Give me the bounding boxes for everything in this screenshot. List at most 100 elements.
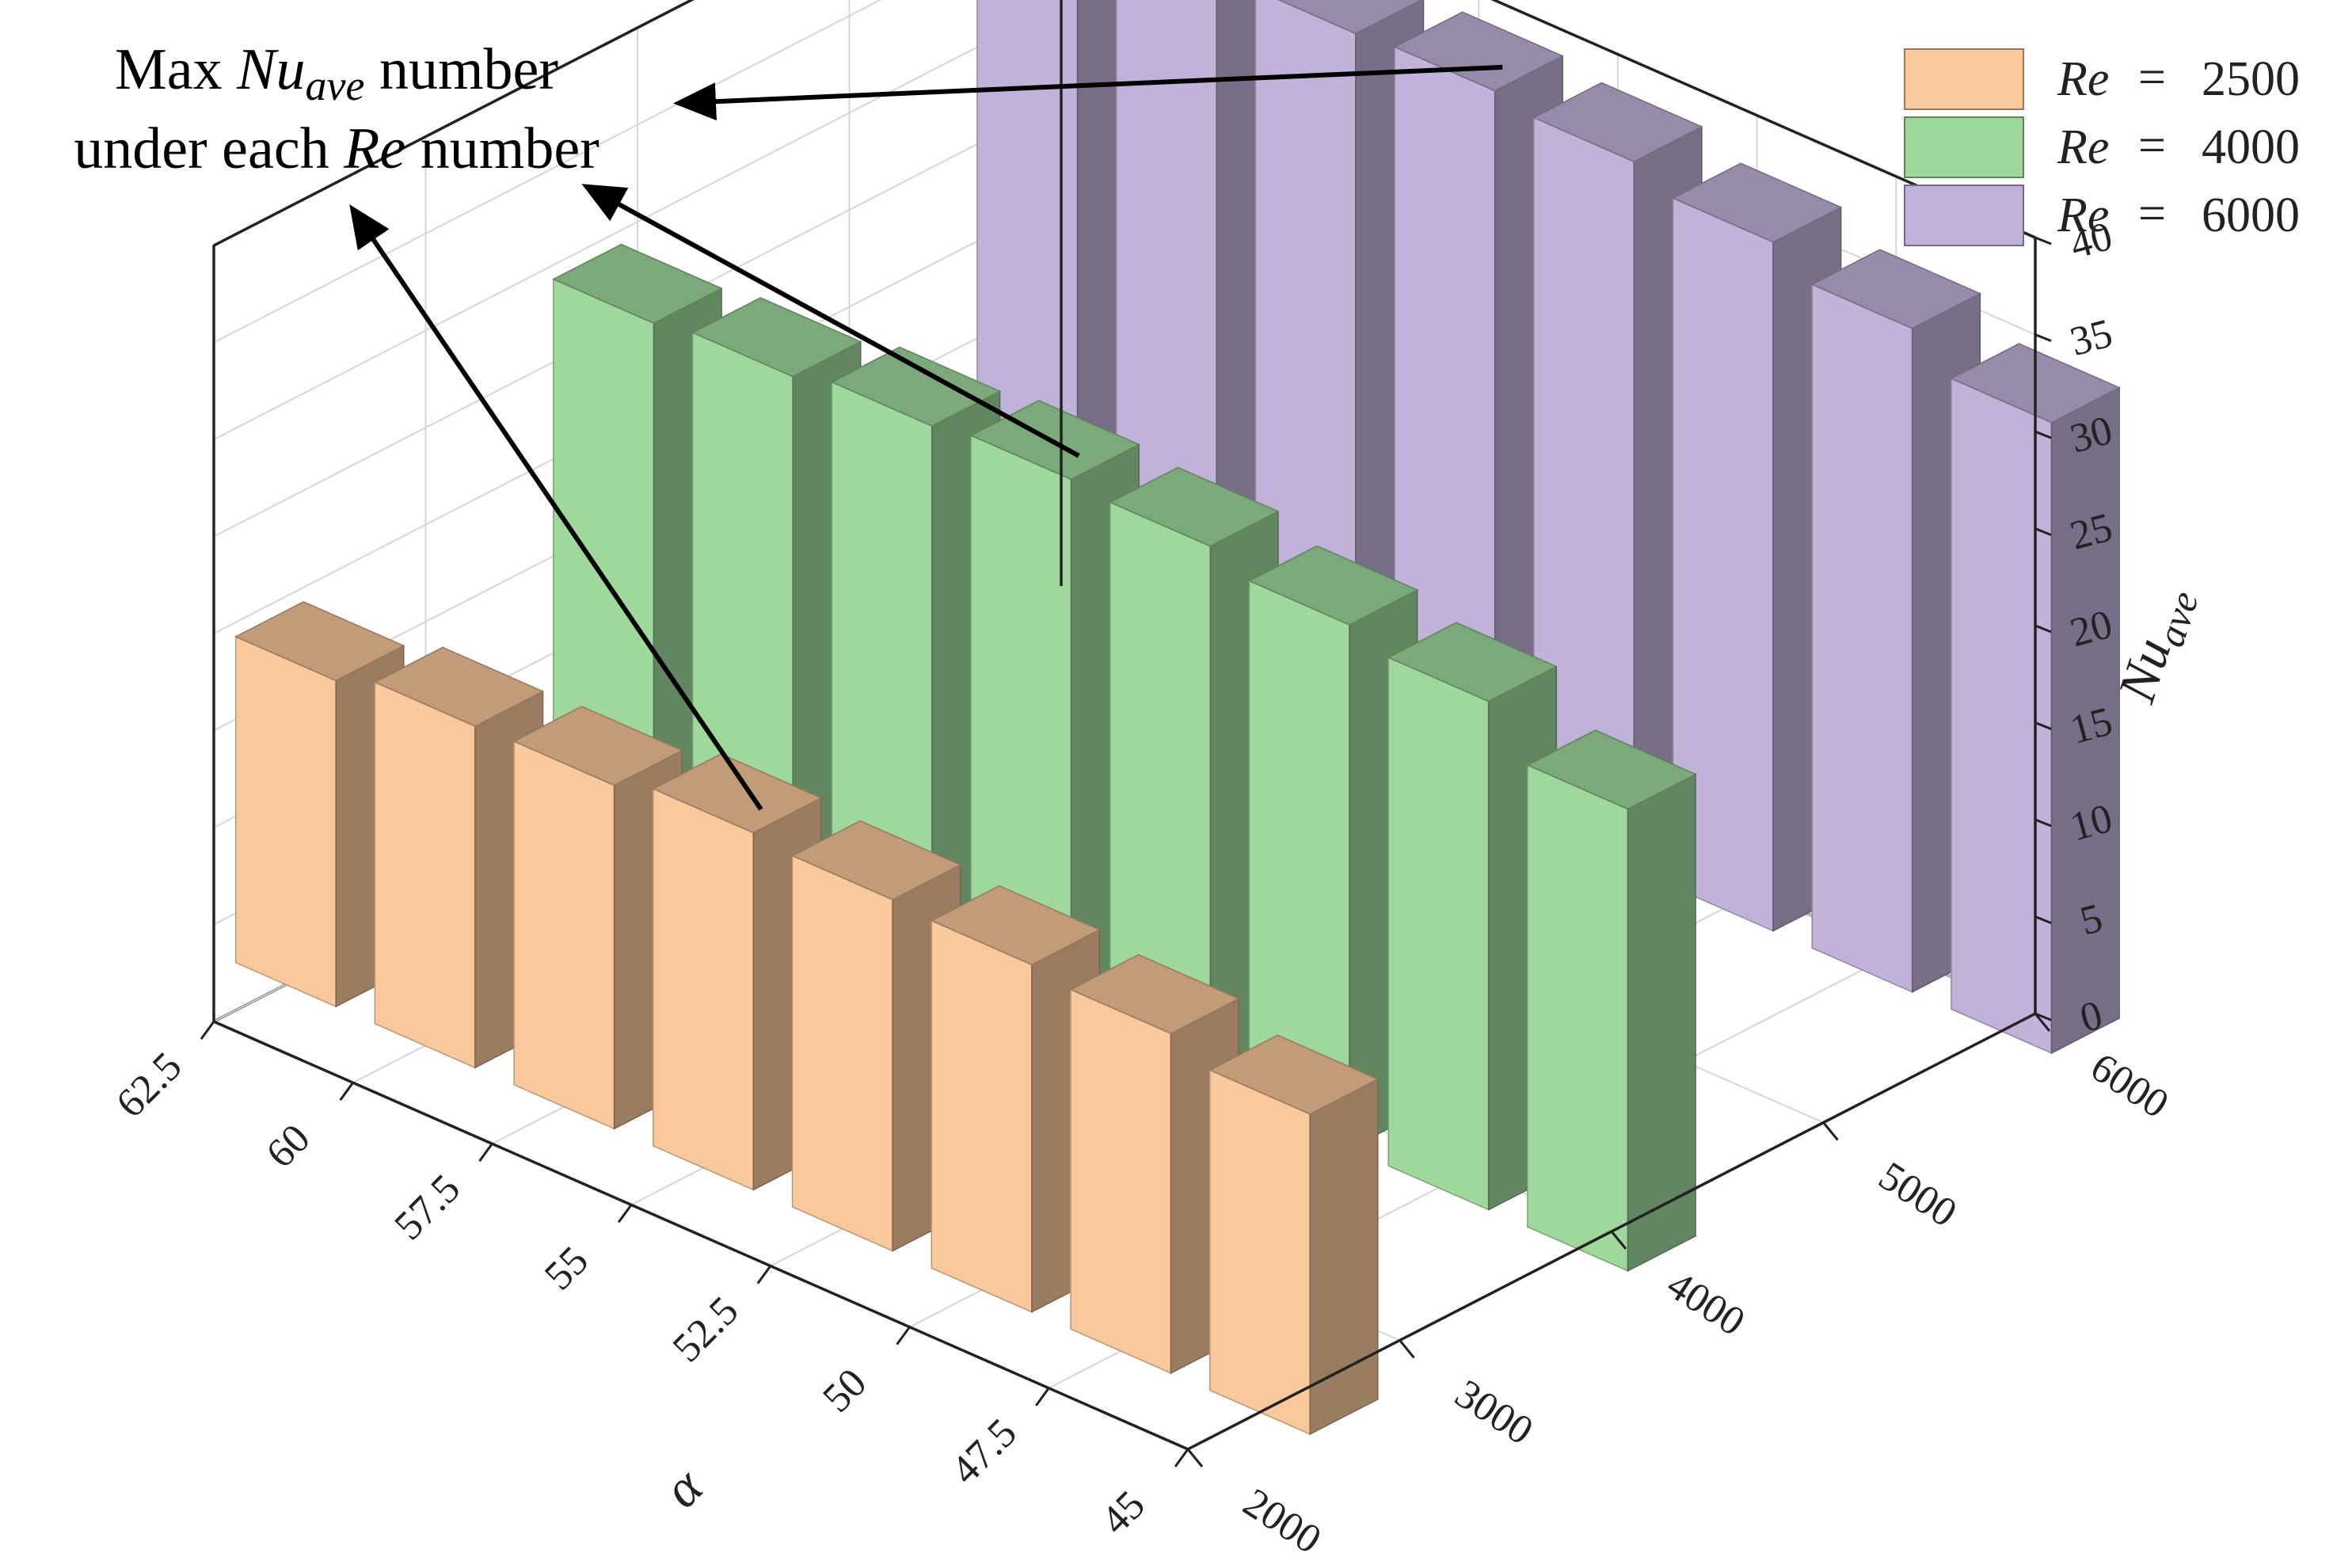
x-tick-label: 55 <box>536 1238 597 1299</box>
z-tick-mark <box>2034 430 2052 440</box>
legend: Re = 2500 Re = 4000 Re = 6000 <box>1904 48 2300 246</box>
legend-item: Re = 2500 <box>1904 48 2300 110</box>
z-tick-mark <box>2034 333 2052 342</box>
bar-top-face <box>234 601 405 682</box>
annotation-arrows <box>349 64 1503 811</box>
bar-front-face <box>931 919 1033 1313</box>
legend-eq: = <box>2138 187 2166 241</box>
bar-front-face <box>1070 988 1172 1375</box>
bars <box>234 0 2121 1436</box>
y-tick-label: 3000 <box>1447 1371 1540 1453</box>
x-tick-mark <box>478 1143 493 1163</box>
z-tick-mark <box>2034 915 2052 924</box>
bar-0-0 <box>1208 1034 1380 1436</box>
x-tick-label: 45 <box>1093 1482 1154 1543</box>
legend-swatch <box>1904 48 2024 110</box>
x-tick-label: 52.5 <box>664 1288 748 1372</box>
y-tick-mark <box>1822 1121 1839 1141</box>
z-tick-mark <box>2034 1012 2052 1022</box>
z-axis-title: Nuave <box>2106 578 2207 712</box>
bar-top-face <box>1393 11 1564 92</box>
bar-top-face <box>1208 1034 1380 1115</box>
bar-top-face <box>1532 82 1703 162</box>
bar-top-face <box>691 297 862 378</box>
bar-top-face <box>1671 162 1843 243</box>
annotation-arrow <box>673 64 1503 121</box>
z-tick-mark <box>2034 721 2052 730</box>
bar-side-face <box>1627 773 1696 1273</box>
bar-front-face <box>1527 763 1629 1272</box>
x-tick-mark <box>1035 1387 1050 1406</box>
bar-front-face <box>653 787 755 1191</box>
legend-eq: = <box>2138 51 2166 105</box>
bar-front-face <box>791 854 893 1252</box>
z-tick-mark <box>2034 818 2052 828</box>
legend-value: 2500 <box>2202 52 2300 106</box>
y-tick-label: 5000 <box>1871 1153 1964 1235</box>
bar-top-face <box>1387 622 1559 702</box>
legend-item: Re = 6000 <box>1904 185 2300 246</box>
bar-front-face <box>234 635 337 1008</box>
annotation-line-2: under each Re number <box>74 116 599 181</box>
x-tick-label: 60 <box>258 1116 319 1177</box>
legend-item: Re = 4000 <box>1904 116 2300 178</box>
annotation-arrow <box>581 184 1080 459</box>
bar-front-face <box>1811 284 1913 993</box>
x-tick-label: 47.5 <box>942 1410 1026 1494</box>
y-tick-label: 6000 <box>2083 1045 2176 1127</box>
x-axis-line <box>213 1020 1189 1451</box>
annotation-line-1: Max Nuave number <box>115 37 558 109</box>
z-tick-mark <box>2034 236 2052 245</box>
bar-front-face <box>1208 1069 1311 1436</box>
x-tick-mark <box>200 1021 215 1040</box>
y-tick-mark <box>1610 1231 1627 1250</box>
bar-1-0 <box>1526 729 1697 1273</box>
legend-var: Re <box>2057 188 2109 242</box>
bar-top-face <box>1526 729 1697 810</box>
legend-value: 4000 <box>2202 120 2300 174</box>
bar-top-face <box>373 646 545 727</box>
bar-top-face <box>1069 953 1240 1034</box>
annotation: Max Nuave number under each Re number <box>74 37 1503 811</box>
bar-2-2 <box>1671 162 1843 932</box>
x-axis-title: α <box>652 1456 715 1519</box>
legend-swatch <box>1904 116 2024 178</box>
bar-top-face <box>930 885 1102 966</box>
x-tick-label: 57.5 <box>386 1166 469 1249</box>
bar-top-face <box>1277 0 1423 35</box>
frame-edge <box>213 0 695 247</box>
y-tick-label: 4000 <box>1659 1262 1753 1345</box>
z-tick-mark <box>2034 624 2052 634</box>
bar-front-face <box>374 681 476 1069</box>
bar-top-face <box>1810 249 1982 329</box>
y-tick-mark <box>1399 1339 1415 1359</box>
bar-top-face <box>1109 466 1280 547</box>
y-tick-mark <box>1186 1448 1204 1467</box>
x-tick-label: 50 <box>814 1361 875 1421</box>
x-tick-mark <box>1174 1448 1189 1467</box>
bar-top-face <box>552 243 723 325</box>
frame-edge <box>1490 0 2036 239</box>
legend-eq: = <box>2138 119 2166 173</box>
x-tick-mark <box>617 1204 633 1224</box>
y-tick-mark <box>2034 1013 2051 1032</box>
bar-front-face <box>513 740 615 1130</box>
legend-var: Re <box>2057 120 2109 174</box>
x-tick-mark <box>756 1265 772 1284</box>
legend-value: 6000 <box>2202 188 2300 242</box>
legend-swatch <box>1904 185 2024 246</box>
bar-top-face <box>1247 545 1419 626</box>
bar-top-face <box>512 706 683 786</box>
bar-top-face <box>790 820 962 900</box>
z-tick-label: 35 <box>2065 310 2117 365</box>
z-tick-mark <box>2034 527 2052 536</box>
bar-front-face <box>1387 657 1490 1211</box>
x-tick-label: 62.5 <box>108 1044 191 1127</box>
x-tick-mark <box>339 1082 354 1102</box>
annotation-arrow <box>349 204 763 811</box>
x-tick-mark <box>896 1326 911 1345</box>
legend-var: Re <box>2057 52 2109 106</box>
y-tick-label: 2000 <box>1235 1480 1329 1562</box>
